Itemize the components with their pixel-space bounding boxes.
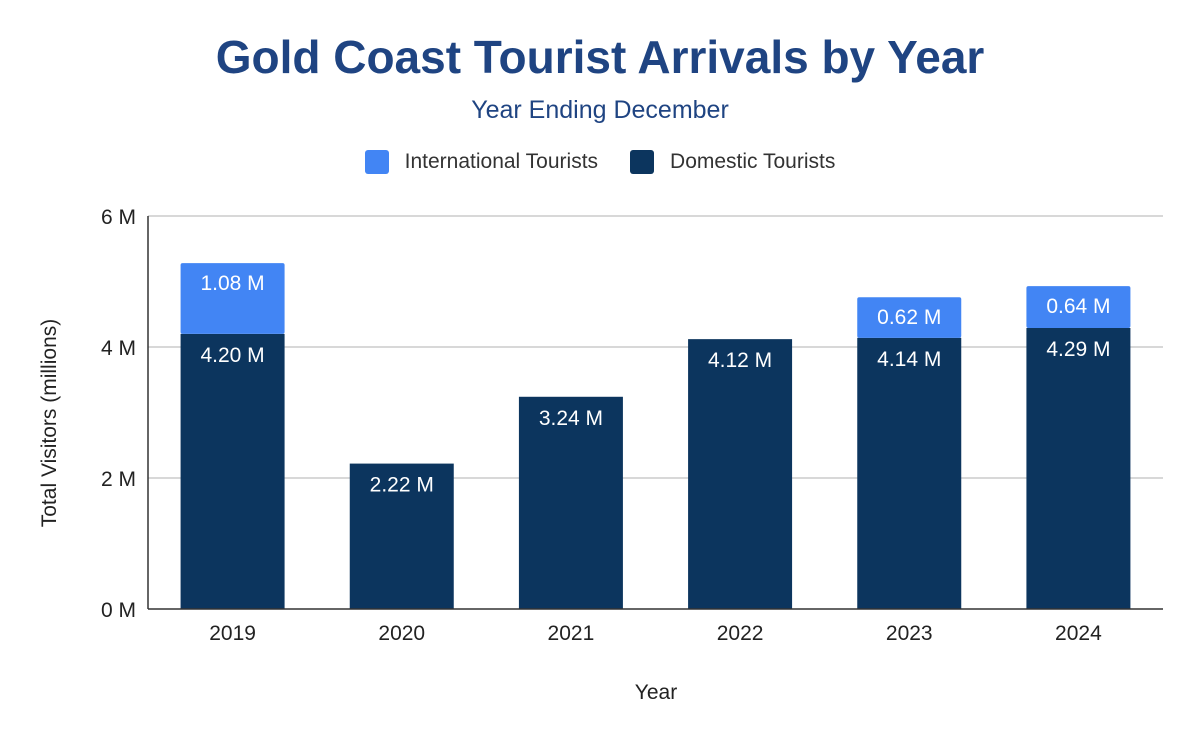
data-label-international: 0.64 M [1046, 295, 1110, 318]
data-label-domestic: 2.22 M [370, 474, 434, 497]
y-tick-label: 0 M [101, 599, 136, 622]
legend-swatch-domestic [630, 150, 655, 174]
legend-swatch-international [364, 150, 389, 174]
legend: International Tourists Domestic Tourists [0, 150, 1200, 174]
data-label-domestic: 4.29 M [1046, 338, 1110, 361]
legend-item-international: International Tourists [364, 150, 599, 174]
x-tick-label: 2019 [209, 622, 256, 645]
data-label-domestic: 3.24 M [539, 407, 603, 430]
bar-domestic-2020 [349, 463, 454, 609]
data-label-international: 0.62 M [877, 306, 941, 329]
chart-title: Gold Coast Tourist Arrivals by Year [215, 31, 985, 83]
y-tick-label: 6 M [101, 206, 136, 229]
data-label-domestic: 4.20 M [200, 344, 264, 367]
chart-subtitle: Year Ending December [471, 96, 729, 124]
legend-label-international: International Tourists [404, 150, 599, 173]
x-tick-label: 2021 [548, 622, 595, 645]
bar-domestic-2024 [1026, 328, 1131, 609]
data-label-international: 1.08 M [200, 272, 264, 295]
y-axis-title: Total Visitors (millions) [38, 319, 61, 528]
x-tick-label: 2022 [717, 622, 764, 645]
y-tick-label: 2 M [101, 468, 136, 491]
bar-domestic-2023 [857, 337, 962, 609]
data-label-domestic: 4.14 M [877, 348, 941, 371]
data-label-domestic: 4.12 M [708, 349, 772, 372]
bar-international-2023 [857, 297, 962, 338]
bar-international-2024 [1026, 286, 1131, 329]
bar-domestic-2021 [518, 396, 623, 609]
bar-domestic-2019 [180, 333, 285, 609]
legend-label-domestic: Domestic Tourists [670, 150, 836, 173]
x-tick-label: 2023 [886, 622, 933, 645]
bar-international-2019 [180, 263, 285, 334]
y-tick-label: 4 M [101, 337, 136, 360]
x-tick-label: 2024 [1055, 622, 1102, 645]
x-axis-title: Year [635, 681, 677, 704]
x-tick-label: 2020 [378, 622, 425, 645]
legend-item-domestic: Domestic Tourists [630, 150, 835, 174]
bar-domestic-2022 [688, 339, 793, 609]
